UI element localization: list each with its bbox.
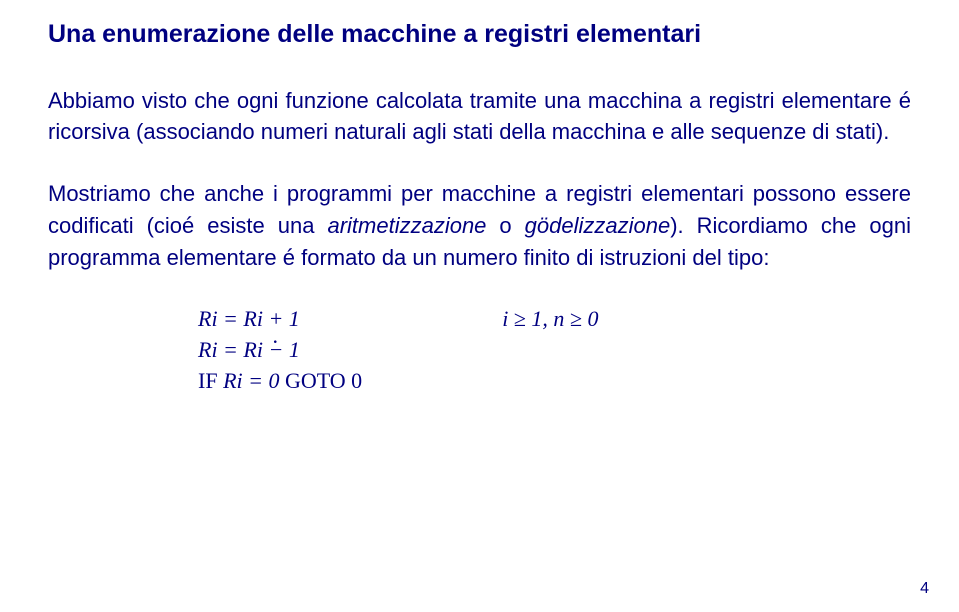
eq-1: Ri = Ri + 1 (198, 304, 362, 335)
dotminus-icon: − (268, 335, 283, 366)
eq-3: IF Ri = 0 GOTO 0 (198, 366, 362, 397)
eq-3b: Ri = 0 (223, 368, 285, 393)
para2-italic-1: aritmetizzazione (327, 213, 486, 238)
eq-2b: 1 (283, 337, 300, 362)
eq-3a: IF (198, 368, 223, 393)
eq-2: Ri = Ri − 1 (198, 335, 362, 366)
paragraph-1: Abbiamo visto che ogni funzione calcolat… (48, 85, 911, 149)
equations: Ri = Ri + 1 Ri = Ri − 1 IF Ri = 0 GOTO 0… (198, 304, 911, 396)
para1-text: Abbiamo visto che ogni funzione calcolat… (48, 88, 911, 145)
page-title: Una enumerazione delle macchine a regist… (48, 18, 911, 51)
para2-b: o (486, 213, 524, 238)
para2-italic-2: gödelizzazione (525, 213, 671, 238)
equations-left: Ri = Ri + 1 Ri = Ri − 1 IF Ri = 0 GOTO 0 (198, 304, 362, 396)
eq-cond: i ≥ 1, n ≥ 0 (502, 304, 598, 335)
paragraph-2: Mostriamo che anche i programmi per macc… (48, 178, 911, 274)
eq-2a: Ri = Ri (198, 337, 268, 362)
eq-3c: GOTO 0 (285, 368, 362, 393)
page-number: 4 (920, 580, 929, 598)
equations-right: i ≥ 1, n ≥ 0 (502, 304, 598, 396)
